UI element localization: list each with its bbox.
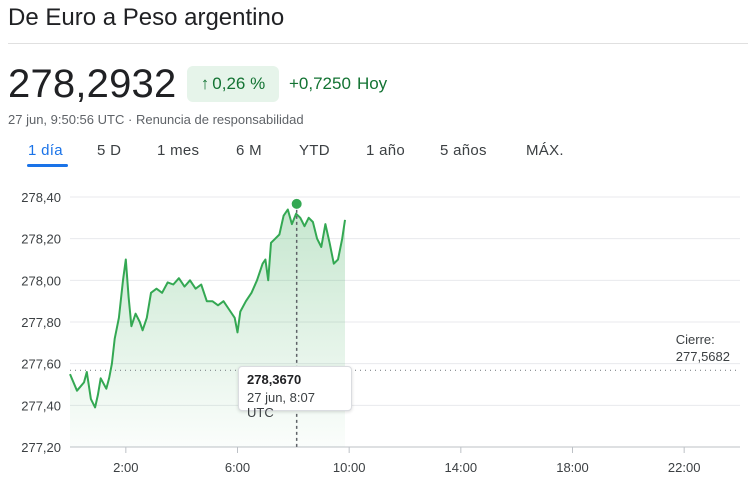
y-tick-label: 277,80 [21, 315, 61, 330]
x-tick-label: 2:00 [113, 460, 138, 475]
previous-close-value: 277,5682 [675, 349, 730, 364]
previous-close-title: Cierre: [675, 332, 715, 347]
disclaimer-link[interactable]: Renuncia de responsabilidad [135, 112, 304, 127]
x-tick-label: 6:00 [225, 460, 250, 475]
header-divider [8, 43, 748, 44]
hover-point [291, 198, 302, 209]
tab-1-month[interactable]: 1 mes [157, 142, 200, 159]
quote-meta: 27 jun, 9:50:56 UTC · Renuncia de respon… [8, 112, 304, 127]
y-tick-label: 277,20 [21, 440, 61, 455]
chart-grid [70, 196, 740, 448]
tab-1-year[interactable]: 1 año [366, 142, 406, 159]
x-axis-ticks: 2:00 6:00 10:00 14:00 18:00 22:00 [113, 447, 700, 475]
y-tick-label: 278,20 [21, 232, 61, 247]
percent-change-value: 0,26 % [212, 74, 266, 93]
page-title: De Euro a Peso argentino [8, 4, 285, 31]
quote-timestamp: 27 jun, 9:50:56 UTC [8, 112, 125, 127]
y-tick-label: 278,00 [21, 273, 61, 288]
percent-change-badge: ↑ 0,26 % [187, 66, 279, 102]
arrow-up-icon: ↑ [200, 74, 210, 93]
x-tick-label: 22:00 [668, 460, 701, 475]
period-label: Hoy [356, 74, 388, 93]
absolute-change-value: +0,7250 [289, 74, 351, 93]
tab-ytd[interactable]: YTD [299, 142, 330, 159]
y-axis-ticks: 278,40 278,20 278,00 277,80 277,60 277,40 277,… [21, 190, 61, 455]
absolute-change: +0,7250 Hoy [289, 74, 387, 94]
meta-separator: · [127, 112, 133, 127]
active-tab-indicator [27, 164, 68, 167]
previous-close-label: Cierre: 277,5682 [676, 331, 730, 365]
tab-1-day[interactable]: 1 día [28, 142, 63, 159]
tab-max[interactable]: MÁX. [526, 142, 564, 159]
x-tick-label: 18:00 [556, 460, 589, 475]
price-chart[interactable]: 278,40 278,20 278,00 277,80 277,60 277,40 277,… [0, 180, 756, 495]
tooltip-value: 278,3670 [247, 372, 302, 387]
price-line [69, 208, 346, 409]
x-tick-label: 14:00 [445, 460, 478, 475]
y-tick-label: 277,60 [21, 357, 61, 372]
price-tooltip: 278,3670 27 jun, 8:07 UTC [238, 366, 352, 420]
x-tick-label: 10:00 [333, 460, 366, 475]
tab-6-months[interactable]: 6 M [236, 142, 262, 159]
tab-5-years[interactable]: 5 años [440, 142, 487, 159]
tooltip-time: 27 jun, 8:07 UTC [247, 390, 315, 420]
y-tick-label: 278,40 [21, 190, 61, 205]
tab-5-days[interactable]: 5 D [97, 142, 122, 159]
y-tick-label: 277,40 [21, 398, 61, 413]
current-price: 278,2932 [8, 62, 177, 106]
